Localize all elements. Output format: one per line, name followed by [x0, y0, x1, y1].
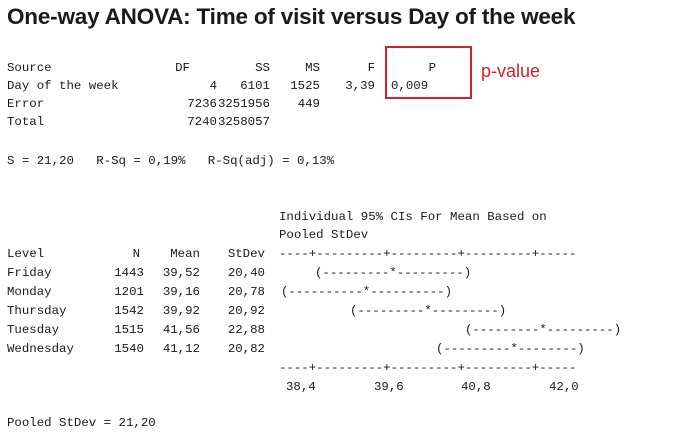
axis-tick-label: 39,6: [374, 380, 404, 394]
ci-row-mean: 41,56: [162, 323, 200, 337]
p-value-highlight-box: [385, 46, 472, 99]
ci-row-stdev: 20,40: [227, 266, 265, 280]
ci-row-n: 1201: [114, 285, 144, 299]
header-f: F: [367, 61, 375, 75]
anova-row-ss: 3258057: [217, 115, 270, 129]
p-value-annotation: p-value: [481, 61, 541, 81]
ci-row-n: 1540: [114, 342, 144, 356]
ci-row-interval: (---------*---------): [350, 304, 507, 318]
ci-row-stdev: 20,78: [227, 285, 265, 299]
ci-row-level: Friday: [7, 266, 52, 280]
header-source: Source: [7, 61, 52, 75]
anova-row-p: 0,009: [391, 79, 429, 93]
ci-row-mean: 39,52: [162, 266, 200, 280]
ci-row-level: Monday: [7, 285, 52, 299]
header-ms: MS: [305, 61, 320, 75]
axis-tick-label: 40,8: [461, 380, 491, 394]
ci-row-interval: (---------*---------): [465, 323, 622, 337]
anova-row-ms: 1525: [290, 79, 320, 93]
anova-row-source: Total: [7, 115, 45, 129]
ci-bottom-rule: ----+---------+---------+---------+-----: [279, 361, 577, 375]
page-title: One-way ANOVA: Time of visit versus Day …: [7, 4, 576, 29]
ci-row-interval: (---------*--------): [436, 342, 585, 356]
axis-tick-label: 42,0: [549, 380, 579, 394]
header-mean: Mean: [170, 247, 200, 261]
ci-row-interval: (---------*---------): [315, 266, 472, 280]
pooled-stdev: Pooled StDev = 21,20: [7, 416, 156, 430]
ci-top-rule: ----+---------+---------+---------+-----: [279, 247, 577, 261]
anova-row-f: 3,39: [345, 79, 375, 93]
ci-row-level: Wednesday: [7, 342, 74, 356]
anova-row-source: Day of the week: [7, 79, 119, 93]
ci-header-line2: Pooled StDev: [279, 228, 369, 242]
header-stdev: StDev: [227, 247, 265, 261]
anova-row-ms: 449: [297, 97, 320, 111]
ci-row-n: 1443: [114, 266, 144, 280]
ci-row-n: 1542: [114, 304, 144, 318]
ci-row-mean: 41,12: [162, 342, 200, 356]
anova-row-df: 7236: [187, 97, 217, 111]
header-p: P: [428, 61, 436, 75]
ci-header-line1: Individual 95% CIs For Mean Based on: [279, 210, 547, 224]
header-level: Level: [7, 247, 45, 261]
header-ss: SS: [255, 61, 270, 75]
ci-row-level: Tuesday: [7, 323, 60, 337]
ci-row-interval: (----------*----------): [281, 285, 453, 299]
header-df: DF: [175, 61, 190, 75]
anova-row-df: 4: [209, 79, 217, 93]
axis-tick-label: 38,4: [286, 380, 316, 394]
stats-line: S = 21,20 R-Sq = 0,19% R-Sq(adj) = 0,13%: [7, 154, 335, 168]
ci-row-stdev: 20,92: [227, 304, 265, 318]
anova-row-ss: 3251956: [217, 97, 270, 111]
anova-row-df: 7240: [187, 115, 217, 129]
header-n: N: [132, 247, 140, 261]
ci-row-stdev: 22,88: [227, 323, 265, 337]
anova-row-ss: 6101: [240, 79, 270, 93]
ci-row-mean: 39,16: [162, 285, 200, 299]
ci-row-n: 1515: [114, 323, 144, 337]
anova-row-source: Error: [7, 97, 45, 111]
ci-row-mean: 39,92: [162, 304, 200, 318]
ci-row-stdev: 20,82: [227, 342, 265, 356]
ci-row-level: Thursday: [7, 304, 67, 318]
